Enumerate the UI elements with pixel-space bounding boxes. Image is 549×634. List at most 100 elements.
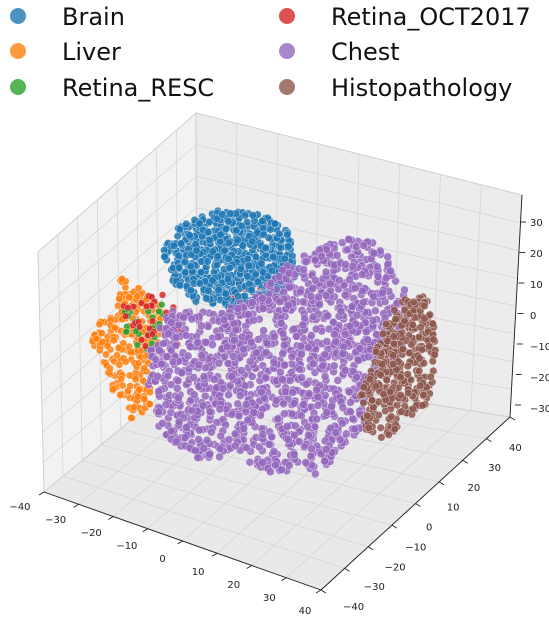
series-histopathology — [356, 292, 440, 442]
point-histopathology — [396, 373, 405, 382]
point-brain — [195, 279, 204, 288]
point-histopathology — [359, 383, 368, 392]
left-wall-grid-line — [38, 144, 197, 283]
point-chest — [158, 419, 167, 428]
point-chest — [285, 283, 294, 292]
point-brain — [259, 268, 268, 277]
point-chest — [168, 357, 178, 367]
point-chest — [308, 312, 318, 321]
point-chest — [223, 359, 233, 368]
point-histopathology — [357, 390, 366, 399]
point-chest — [314, 292, 323, 302]
point-histopathology — [389, 339, 399, 348]
legend-label-histopathology: Histopathology — [331, 74, 512, 102]
y-axis-tick-label: 0 — [426, 523, 432, 534]
point-chest — [248, 298, 257, 307]
point-retina_oct2017 — [141, 342, 150, 350]
point-liver — [98, 338, 107, 346]
point-chest — [307, 331, 316, 340]
point-brain — [266, 225, 275, 234]
point-chest — [289, 324, 299, 334]
point-chest — [354, 356, 363, 365]
point-brain — [221, 224, 230, 233]
point-chest — [324, 324, 334, 334]
y-axis-tick-mark — [368, 546, 374, 551]
point-retina_oct2017 — [121, 312, 130, 320]
point-chest — [321, 444, 331, 454]
point-brain — [185, 231, 194, 240]
point-chest — [242, 400, 251, 409]
point-chest — [341, 260, 350, 269]
point-chest — [226, 312, 236, 322]
point-brain — [276, 243, 285, 252]
point-chest — [299, 400, 308, 409]
z-axis-line — [509, 194, 523, 418]
point-brain — [224, 238, 233, 247]
point-brain — [248, 211, 257, 220]
point-chest — [280, 360, 289, 370]
point-chest — [230, 335, 239, 345]
legend-marker-retina_oct2017 — [279, 8, 295, 24]
point-chest — [233, 304, 243, 313]
point-histopathology — [381, 406, 390, 416]
point-histopathology — [416, 381, 425, 390]
point-retina_oct2017 — [124, 304, 132, 312]
point-chest — [249, 408, 258, 417]
point-chest — [246, 338, 256, 347]
x-axis-tick-mark — [315, 589, 322, 594]
floor-grid-line — [251, 403, 433, 566]
point-chest — [264, 440, 274, 449]
point-chest — [248, 372, 257, 381]
point-liver — [109, 385, 117, 393]
point-brain — [259, 230, 268, 239]
point-chest — [296, 287, 305, 297]
point-histopathology — [377, 433, 386, 442]
point-chest — [297, 411, 306, 420]
point-chest — [364, 352, 373, 362]
point-chest — [163, 371, 173, 381]
point-histopathology — [430, 350, 439, 359]
point-liver — [131, 375, 140, 384]
point-chest — [205, 450, 214, 459]
point-chest — [222, 342, 232, 352]
point-brain — [237, 221, 246, 231]
point-chest — [338, 403, 348, 412]
point-chest — [258, 294, 267, 303]
point-histopathology — [408, 320, 417, 329]
point-chest — [215, 404, 225, 414]
point-chest — [368, 316, 378, 325]
point-histopathology — [378, 360, 387, 369]
legend-label-retina_oct2017: Retina_OCT2017 — [331, 3, 531, 31]
point-chest — [159, 339, 168, 348]
point-chest — [378, 288, 387, 298]
point-brain — [204, 286, 213, 295]
point-chest — [257, 387, 266, 397]
x-axis-tick-label: 10 — [192, 567, 205, 578]
point-chest — [369, 249, 379, 258]
point-liver — [115, 294, 124, 303]
point-chest — [278, 349, 287, 359]
point-liver — [95, 320, 104, 329]
point-brain — [238, 241, 247, 250]
point-brain — [175, 263, 184, 272]
point-histopathology — [372, 347, 381, 357]
point-chest — [177, 368, 187, 377]
point-chest — [322, 408, 331, 417]
point-chest — [357, 270, 367, 279]
point-chest — [336, 307, 346, 316]
point-histopathology — [386, 387, 395, 396]
x-axis-tick-label: 30 — [263, 593, 276, 604]
x-axis-tick-mark — [38, 491, 45, 496]
z-axis-tick-label: 20 — [530, 249, 543, 260]
point-chest — [340, 330, 350, 339]
point-chest — [288, 388, 297, 397]
point-chest — [154, 386, 164, 396]
point-liver — [97, 329, 106, 338]
point-chest — [187, 314, 197, 324]
x-axis-tick-label: 0 — [159, 554, 165, 565]
point-liver — [135, 385, 144, 394]
point-chest — [369, 292, 378, 301]
point-retina_oct2017 — [142, 302, 151, 311]
point-liver — [140, 395, 149, 403]
